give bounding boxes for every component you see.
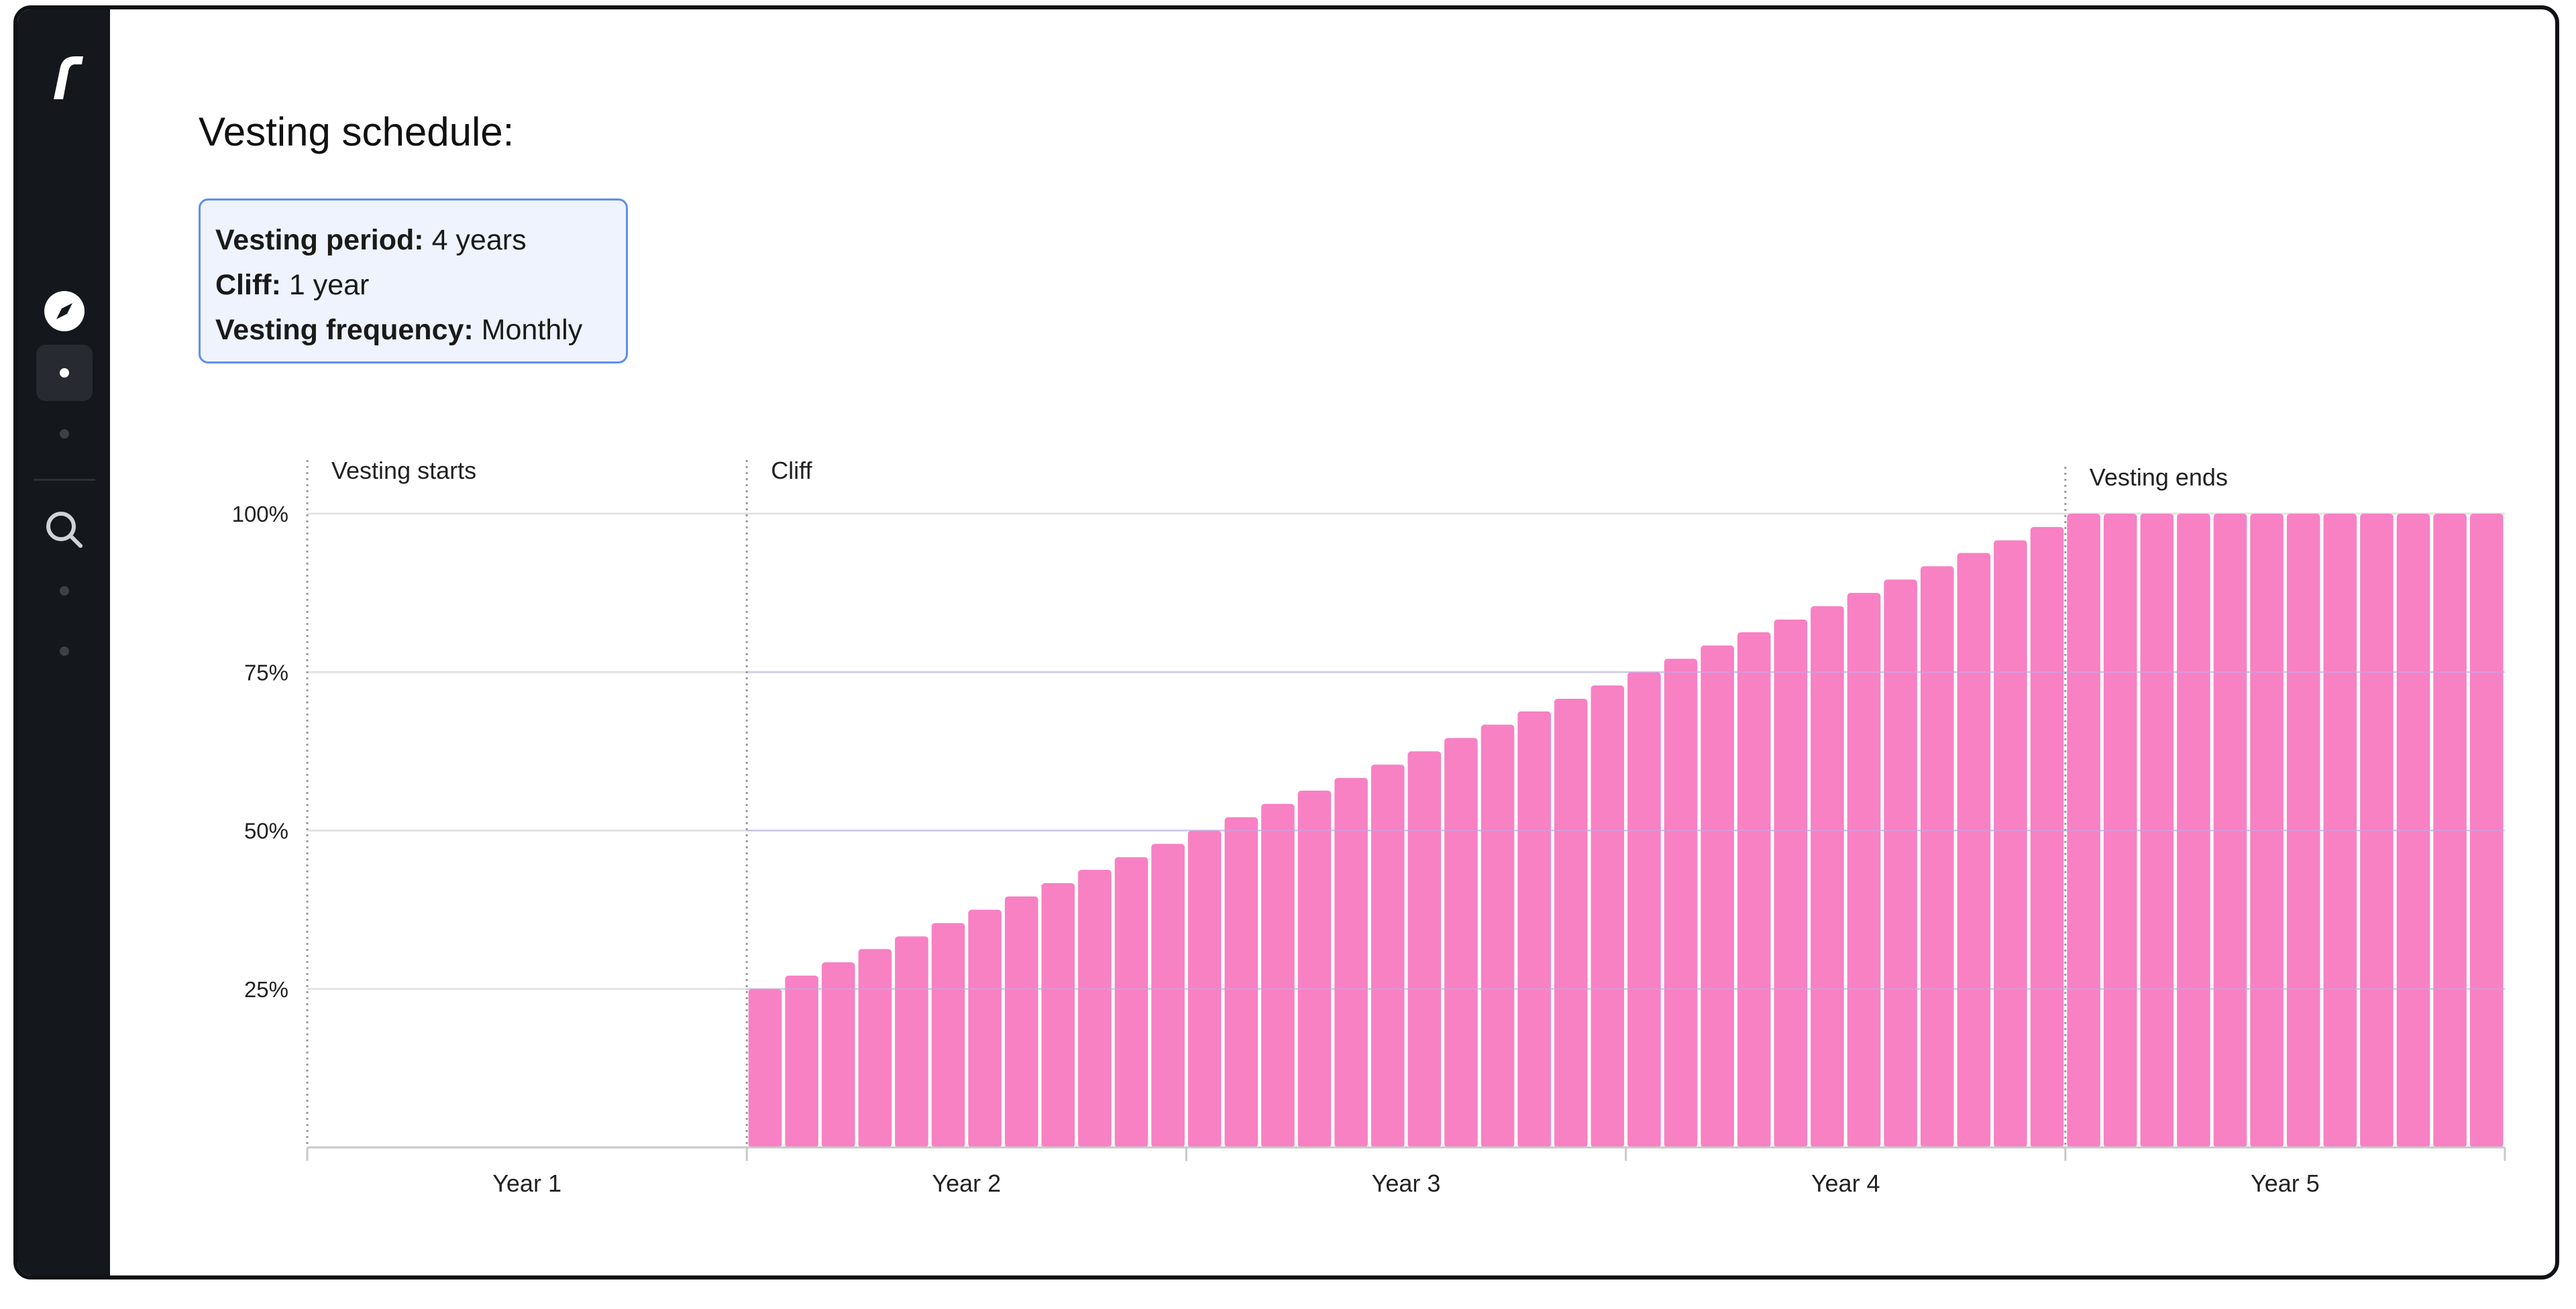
vesting-bar (785, 975, 818, 1147)
app-window: Vesting schedule: Vesting period: 4 year… (13, 5, 2559, 1279)
main-content: Vesting schedule: Vesting period: 4 year… (110, 9, 2555, 1275)
sidebar (17, 9, 110, 1275)
vesting-period-value: 4 years (431, 224, 527, 256)
vesting-bar (1297, 790, 1332, 1147)
vesting-bar (1554, 698, 1588, 1147)
vesting-bar (1517, 711, 1551, 1147)
active-indicator-dot (60, 368, 69, 378)
vesting-bar (1591, 685, 1625, 1147)
nav-dot[interactable] (60, 429, 69, 439)
y-tick-label: 75% (244, 660, 288, 685)
vesting-frequency-row: Vesting frequency: Monthly (215, 308, 626, 353)
x-tick-label: Year 1 (492, 1170, 561, 1197)
x-tick-label: Year 4 (1811, 1170, 1880, 1197)
vesting-bar (1627, 672, 1661, 1147)
vesting-bar (1737, 632, 1771, 1147)
vesting-bar (1701, 645, 1734, 1147)
search-icon (46, 512, 83, 548)
marker-label: Vesting ends (2090, 463, 2228, 491)
vesting-bar (858, 949, 892, 1147)
vesting-bar (748, 988, 782, 1147)
vesting-bar (821, 962, 855, 1147)
vesting-bar (1224, 817, 1258, 1147)
vesting-bar (1334, 778, 1368, 1147)
vesting-bar (1041, 883, 1075, 1147)
nav-search-button[interactable] (36, 502, 93, 558)
vesting-chart: 25% 50% 75% 100% Year 1 Year 2 Year 3 Year 4 Yea… (232, 457, 2506, 1197)
vesting-period-row: Vesting period: 4 years (215, 218, 626, 263)
vesting-bar (1774, 619, 1808, 1147)
vesting-bar (1151, 844, 1185, 1147)
compass-icon (44, 291, 85, 331)
vesting-summary-box: Vesting period: 4 years Cliff: 1 year Ve… (199, 198, 628, 363)
marker-label: Cliff (771, 457, 812, 484)
cliff-label: Cliff: (215, 269, 281, 301)
vesting-bar (1920, 566, 1954, 1147)
nav-item-active[interactable] (36, 345, 93, 401)
vesting-bar (1847, 593, 1881, 1147)
x-tick-label: Year 5 (2251, 1170, 2320, 1197)
vesting-bar (1371, 764, 1405, 1147)
vesting-bar (1078, 870, 1112, 1147)
vesting-bar (1444, 738, 1478, 1147)
vesting-bar (1884, 579, 1917, 1147)
vesting-bar (968, 909, 1002, 1147)
page-title: Vesting schedule: (199, 109, 515, 154)
x-tick-label: Year 2 (932, 1170, 1001, 1197)
vesting-bar (1664, 659, 1698, 1147)
vesting-bar (1481, 724, 1515, 1147)
vesting-bar (1811, 606, 1844, 1147)
vesting-bar (2030, 526, 2064, 1147)
nav-dot[interactable] (60, 646, 69, 656)
vesting-bar (895, 936, 928, 1147)
vesting-bar (1407, 751, 1442, 1147)
x-tick-label: Year 3 (1372, 1170, 1441, 1197)
sidebar-divider (34, 479, 95, 481)
marker-label: Vesting starts (331, 457, 476, 484)
vesting-bar (1957, 553, 1991, 1147)
y-tick-label: 50% (244, 819, 288, 844)
vesting-bar (1261, 803, 1295, 1147)
y-tick-label: 100% (232, 502, 288, 526)
vesting-bar (1004, 896, 1038, 1147)
nav-explore-button[interactable] (36, 283, 93, 339)
vesting-frequency-label: Vesting frequency: (215, 314, 474, 346)
app-logo[interactable] (46, 47, 86, 107)
y-tick-label: 25% (244, 977, 288, 1002)
cliff-value: 1 year (288, 269, 370, 301)
vesting-bar (1994, 540, 2027, 1147)
vesting-bar (931, 923, 965, 1147)
vesting-bar (1114, 857, 1148, 1147)
vesting-period-label: Vesting period: (215, 224, 424, 256)
nav-dot[interactable] (60, 586, 69, 595)
cliff-row: Cliff: 1 year (215, 263, 626, 308)
vesting-frequency-value: Monthly (481, 314, 583, 346)
